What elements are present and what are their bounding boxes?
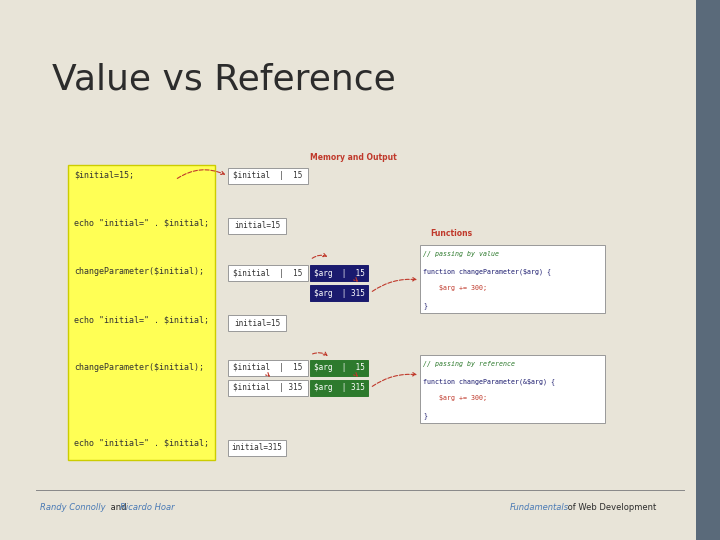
Text: $initial  |  15: $initial | 15 <box>233 172 302 180</box>
FancyBboxPatch shape <box>228 218 286 234</box>
Text: // passing by value: // passing by value <box>423 251 499 258</box>
FancyBboxPatch shape <box>310 285 368 301</box>
FancyBboxPatch shape <box>228 315 286 331</box>
Text: $arg  | 315: $arg | 315 <box>314 383 364 393</box>
FancyBboxPatch shape <box>228 360 308 376</box>
Text: Ricardo Hoar: Ricardo Hoar <box>120 503 175 512</box>
Text: }: } <box>423 302 427 309</box>
Text: $arg += 300;: $arg += 300; <box>423 395 487 401</box>
Text: changeParameter($initial);: changeParameter($initial); <box>74 267 204 276</box>
Text: initial=15: initial=15 <box>234 221 280 231</box>
FancyBboxPatch shape <box>310 380 368 396</box>
Text: function changeParameter($arg) {: function changeParameter($arg) { <box>423 268 551 275</box>
Text: changeParameter($initial);: changeParameter($initial); <box>74 363 204 373</box>
Text: Functions: Functions <box>430 228 472 238</box>
Text: echo "initial=" . $initial;: echo "initial=" . $initial; <box>74 315 209 325</box>
Text: initial=15: initial=15 <box>234 319 280 327</box>
FancyBboxPatch shape <box>228 380 308 396</box>
FancyBboxPatch shape <box>228 168 308 184</box>
FancyBboxPatch shape <box>310 360 368 376</box>
Text: $initial  |  15: $initial | 15 <box>233 268 302 278</box>
Text: initial=315: initial=315 <box>232 443 282 453</box>
FancyBboxPatch shape <box>420 355 605 423</box>
Text: }: } <box>423 412 427 418</box>
Text: Memory and Output: Memory and Output <box>310 153 397 163</box>
Text: $arg += 300;: $arg += 300; <box>423 285 487 292</box>
Text: $arg  | 315: $arg | 315 <box>314 288 364 298</box>
Text: of Web Development: of Web Development <box>565 503 656 512</box>
FancyBboxPatch shape <box>68 165 215 460</box>
Text: $initial  | 315: $initial | 315 <box>233 383 302 393</box>
Text: $initial  |  15: $initial | 15 <box>233 363 302 373</box>
FancyBboxPatch shape <box>228 440 286 456</box>
Text: Randy Connolly: Randy Connolly <box>40 503 106 512</box>
Text: $arg  |  15: $arg | 15 <box>314 268 364 278</box>
Text: function changeParameter(&$arg) {: function changeParameter(&$arg) { <box>423 378 555 384</box>
FancyBboxPatch shape <box>420 245 605 313</box>
Text: echo "initial=" . $initial;: echo "initial=" . $initial; <box>74 438 209 448</box>
Text: echo "initial=" . $initial;: echo "initial=" . $initial; <box>74 219 209 227</box>
FancyBboxPatch shape <box>228 265 308 281</box>
Text: Value vs Reference: Value vs Reference <box>52 62 396 96</box>
FancyBboxPatch shape <box>696 0 720 540</box>
Text: and: and <box>108 503 129 512</box>
Text: $initial=15;: $initial=15; <box>74 171 134 179</box>
FancyBboxPatch shape <box>310 265 368 281</box>
Text: $arg  |  15: $arg | 15 <box>314 363 364 373</box>
Text: Fundamentals: Fundamentals <box>510 503 569 512</box>
Text: // passing by reference: // passing by reference <box>423 361 515 367</box>
